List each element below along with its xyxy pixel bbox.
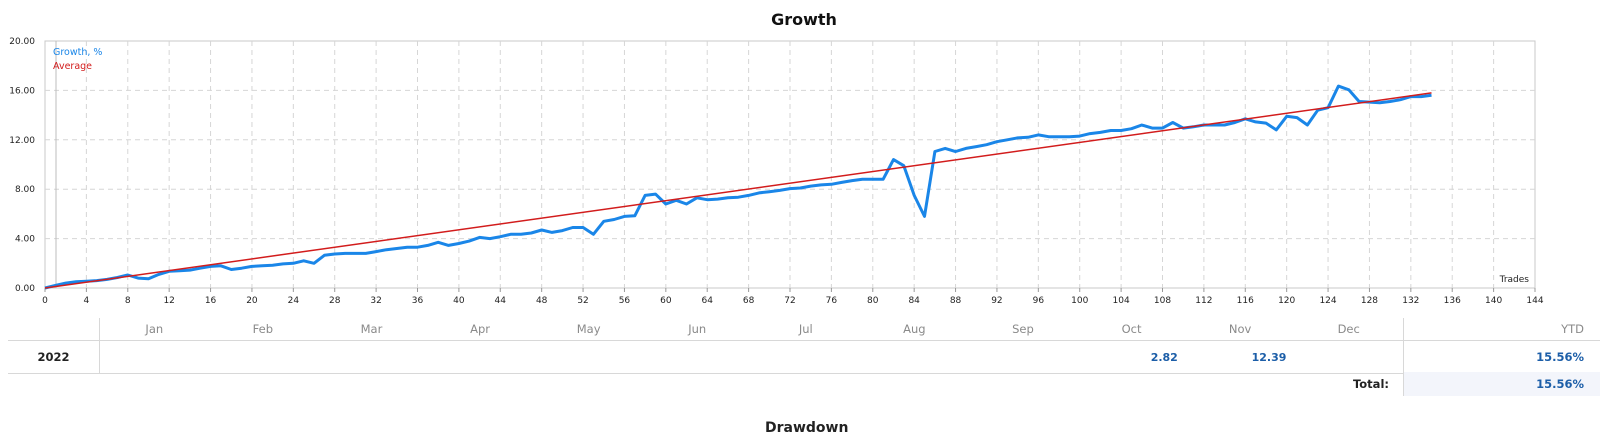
x-tick-label: 144 bbox=[1526, 296, 1543, 306]
x-tick-label: 52 bbox=[577, 296, 588, 306]
month-value-nov: 12.39 bbox=[1251, 350, 1287, 364]
x-tick-label: 0 bbox=[42, 296, 48, 306]
x-tick-label: 36 bbox=[412, 296, 424, 306]
x-tick-label: 84 bbox=[908, 296, 920, 306]
x-tick-label: 64 bbox=[701, 296, 713, 306]
month-header-mar: Mar bbox=[360, 322, 383, 336]
legend: Growth, % Average bbox=[53, 47, 102, 72]
series bbox=[44, 84, 1432, 290]
legend-growth: Growth, % bbox=[53, 47, 102, 58]
x-tick-label: 56 bbox=[619, 296, 631, 306]
x-tick-label: 40 bbox=[453, 296, 465, 306]
month-value-oct: 2.82 bbox=[1150, 350, 1178, 364]
y-tick-label: 12.00 bbox=[9, 136, 35, 146]
legend-average: Average bbox=[53, 61, 92, 72]
month-value-dec bbox=[1294, 341, 1403, 373]
year-cell: 2022 bbox=[8, 341, 100, 373]
x-tick-label: 80 bbox=[867, 296, 879, 306]
x-tick-label: 60 bbox=[660, 296, 672, 306]
total-label: Total: bbox=[1352, 377, 1389, 391]
month-value-jun bbox=[643, 341, 752, 373]
growth-series-line bbox=[44, 84, 1432, 290]
x-tick-label: 20 bbox=[246, 296, 258, 306]
month-value-apr bbox=[426, 341, 535, 373]
x-tick-label: 4 bbox=[84, 296, 90, 306]
month-header-sep: Sep bbox=[1012, 322, 1034, 336]
month-header-jun: Jun bbox=[688, 322, 707, 336]
y-tick-label: 0.00 bbox=[15, 284, 35, 294]
x-tick-label: 16 bbox=[205, 296, 217, 306]
x-tick-label: 24 bbox=[288, 296, 300, 306]
month-value-feb bbox=[209, 341, 318, 373]
month-value-mar bbox=[317, 341, 426, 373]
x-tick-label: 108 bbox=[1154, 296, 1171, 306]
x-tick-label: 28 bbox=[329, 296, 341, 306]
x-tick-label: 92 bbox=[991, 296, 1002, 306]
ytd-header: YTD bbox=[1403, 318, 1600, 340]
table-header-row: Jan Feb Mar Apr May Jun Jul Aug Sep Oct Nov Dec YTD bbox=[8, 318, 1600, 340]
x-tick-label: 136 bbox=[1444, 296, 1461, 306]
x-tick-label: 120 bbox=[1278, 296, 1295, 306]
y-tick-label: 4.00 bbox=[15, 235, 35, 245]
y-tick-label: 20.00 bbox=[9, 37, 35, 47]
month-header-apr: Apr bbox=[470, 322, 490, 336]
month-value-jul bbox=[752, 341, 861, 373]
y-tick-label: 8.00 bbox=[15, 185, 35, 195]
monthly-returns-table: Jan Feb Mar Apr May Jun Jul Aug Sep Oct Nov Dec YTD … bbox=[8, 318, 1600, 410]
x-axis-label: Trades bbox=[1499, 275, 1530, 285]
month-header-nov: Nov bbox=[1228, 322, 1252, 336]
x-tick-label: 12 bbox=[163, 296, 174, 306]
x-tick-label: 8 bbox=[125, 296, 131, 306]
x-tick-label: 32 bbox=[370, 296, 381, 306]
x-tick-label: 112 bbox=[1195, 296, 1212, 306]
x-tick-label: 104 bbox=[1113, 296, 1130, 306]
month-value-sep bbox=[969, 341, 1078, 373]
x-tick-label: 132 bbox=[1402, 296, 1419, 306]
month-header-jul: Jul bbox=[798, 322, 813, 336]
x-tick-label: 116 bbox=[1237, 296, 1254, 306]
total-value: 15.56% bbox=[1403, 372, 1600, 396]
y-tick-label: 16.00 bbox=[9, 86, 35, 96]
x-tick-label: 68 bbox=[743, 296, 755, 306]
table-row: 2022 2.82 12.39 15.56% bbox=[8, 340, 1600, 374]
month-header-oct: Oct bbox=[1121, 322, 1142, 336]
x-tick-label: 140 bbox=[1485, 296, 1502, 306]
month-value-may bbox=[534, 341, 643, 373]
average-series-line bbox=[44, 92, 1432, 289]
table-corner-cell bbox=[8, 318, 100, 340]
x-tick-label: 128 bbox=[1361, 296, 1378, 306]
x-tick-label: 76 bbox=[826, 296, 838, 306]
grid bbox=[44, 40, 1536, 289]
x-tick-label: 88 bbox=[950, 296, 962, 306]
x-tick-label: 72 bbox=[784, 296, 795, 306]
month-header-jan: Jan bbox=[145, 322, 164, 336]
x-tick-label: 100 bbox=[1071, 296, 1088, 306]
x-tick-label: 44 bbox=[495, 296, 507, 306]
x-tick-label: 124 bbox=[1319, 296, 1336, 306]
next-section-title: Drawdown bbox=[765, 420, 849, 432]
month-header-feb: Feb bbox=[252, 322, 274, 336]
ytd-value: 15.56% bbox=[1403, 341, 1600, 373]
month-header-aug: Aug bbox=[903, 322, 926, 336]
chart-title: Growth bbox=[771, 10, 837, 29]
x-tick-label: 96 bbox=[1033, 296, 1045, 306]
month-header-dec: Dec bbox=[1337, 322, 1360, 336]
month-value-aug bbox=[860, 341, 969, 373]
month-header-may: May bbox=[576, 322, 601, 336]
month-value-jan bbox=[100, 341, 209, 373]
table-total-row: Total: 15.56% bbox=[8, 372, 1600, 396]
x-tick-label: 48 bbox=[536, 296, 548, 306]
